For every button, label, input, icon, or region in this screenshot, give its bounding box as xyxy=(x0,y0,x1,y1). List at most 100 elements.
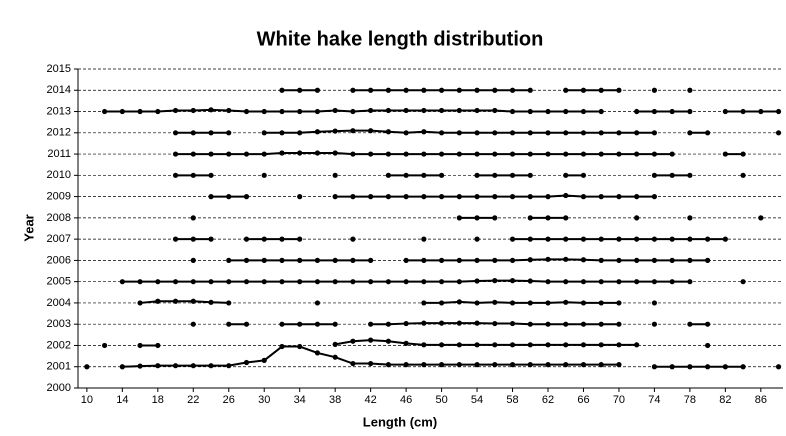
data-point xyxy=(208,172,214,178)
y-tick-label: 2008 xyxy=(47,212,71,224)
data-point xyxy=(651,257,658,263)
data-point xyxy=(492,257,498,263)
data-point xyxy=(474,107,480,114)
data-point xyxy=(492,215,498,221)
data-point xyxy=(314,108,321,115)
data-point xyxy=(226,151,232,157)
data-point xyxy=(527,362,533,368)
data-point xyxy=(492,194,498,200)
data-point xyxy=(687,130,693,136)
data-point xyxy=(350,87,356,93)
data-point xyxy=(438,130,445,136)
data-point xyxy=(474,300,480,306)
data-point xyxy=(368,87,374,93)
data-point xyxy=(509,130,516,136)
data-point xyxy=(368,279,374,285)
x-tick-label: 58 xyxy=(506,394,518,406)
data-point xyxy=(616,342,622,348)
x-tick-label: 38 xyxy=(329,394,341,406)
data-point xyxy=(580,151,587,157)
data-point xyxy=(421,300,427,306)
data-point xyxy=(155,108,161,115)
data-point xyxy=(190,279,196,285)
data-point xyxy=(580,362,587,368)
data-point xyxy=(456,151,462,157)
data-point xyxy=(598,257,604,263)
data-point xyxy=(456,342,462,348)
data-point xyxy=(314,150,321,156)
data-point xyxy=(545,108,551,115)
data-point xyxy=(297,321,303,327)
data-point xyxy=(243,279,250,285)
data-point xyxy=(403,151,409,157)
data-point xyxy=(456,362,462,368)
data-point xyxy=(563,299,569,305)
data-point xyxy=(509,362,516,368)
data-point xyxy=(119,108,125,115)
data-point xyxy=(314,350,321,356)
x-tick-label: 54 xyxy=(471,394,483,406)
data-point xyxy=(705,257,711,263)
data-point xyxy=(509,320,516,327)
data-point xyxy=(261,257,267,263)
data-point xyxy=(669,236,675,242)
data-point xyxy=(385,338,391,344)
data-point xyxy=(775,130,782,136)
data-point xyxy=(509,300,516,306)
data-point xyxy=(350,194,356,200)
data-point xyxy=(279,150,285,156)
data-point xyxy=(190,107,196,114)
data-point xyxy=(687,236,693,242)
y-tick-label: 2011 xyxy=(47,148,71,160)
data-point xyxy=(190,363,196,369)
data-point xyxy=(421,342,427,348)
data-point xyxy=(527,87,533,93)
data-point xyxy=(580,321,587,327)
data-point xyxy=(332,341,338,348)
data-point xyxy=(368,337,374,343)
data-point xyxy=(722,108,728,115)
data-point xyxy=(509,172,516,178)
data-point xyxy=(545,194,551,200)
data-point xyxy=(722,364,728,370)
data-point xyxy=(456,257,462,263)
data-point xyxy=(403,87,409,93)
data-point xyxy=(368,321,374,327)
data-point xyxy=(705,321,711,327)
data-point xyxy=(669,172,675,178)
data-point xyxy=(243,194,250,200)
data-point xyxy=(509,236,516,242)
data-point xyxy=(190,151,196,157)
data-point xyxy=(492,320,498,327)
data-point xyxy=(509,151,516,157)
data-point xyxy=(740,279,746,285)
data-point xyxy=(438,320,445,326)
data-point xyxy=(598,362,604,368)
data-point xyxy=(456,130,462,136)
data-point xyxy=(474,130,480,136)
x-tick-label: 82 xyxy=(719,394,731,406)
data-point xyxy=(350,128,356,134)
data-point xyxy=(492,130,498,136)
data-point xyxy=(509,278,516,284)
data-point xyxy=(545,362,551,368)
data-point xyxy=(119,364,125,370)
data-point xyxy=(563,321,569,327)
data-point xyxy=(563,151,569,157)
data-point xyxy=(403,257,409,263)
data-point xyxy=(438,342,445,348)
data-point xyxy=(651,130,658,136)
y-axis-title: Year xyxy=(21,214,36,241)
data-point xyxy=(651,172,658,178)
data-point xyxy=(456,299,462,305)
data-point xyxy=(190,130,196,136)
data-point xyxy=(616,362,622,368)
data-point xyxy=(190,172,196,178)
x-tick-label: 46 xyxy=(400,394,412,406)
data-point xyxy=(456,194,462,200)
data-point xyxy=(332,321,338,327)
data-point xyxy=(669,364,675,370)
data-point xyxy=(634,194,640,200)
data-point xyxy=(492,362,498,368)
data-point xyxy=(350,236,356,242)
